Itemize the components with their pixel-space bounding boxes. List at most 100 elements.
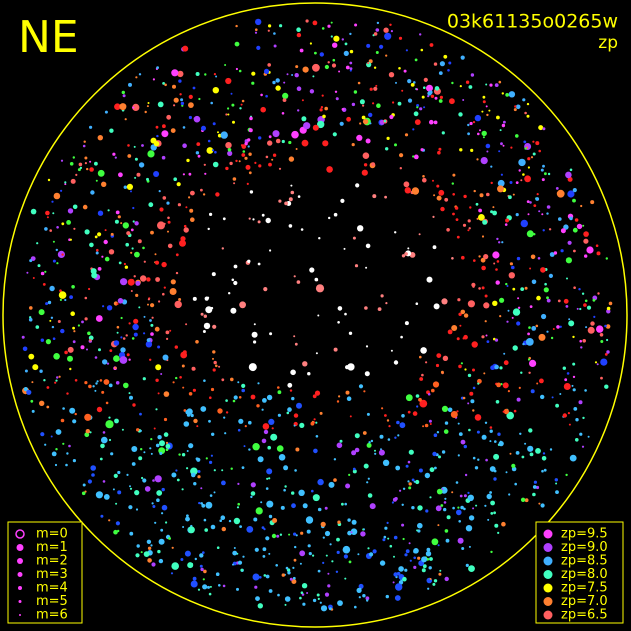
- star: [207, 585, 210, 589]
- star: [472, 507, 475, 510]
- star: [261, 408, 264, 411]
- star: [47, 178, 51, 182]
- star: [224, 432, 227, 435]
- star: [302, 602, 306, 606]
- star: [509, 181, 513, 184]
- star: [399, 167, 402, 170]
- star: [291, 579, 297, 584]
- star: [399, 489, 402, 492]
- star: [40, 338, 44, 342]
- star: [352, 467, 356, 471]
- star: [385, 147, 389, 151]
- star: [336, 442, 343, 449]
- star: [341, 502, 344, 506]
- star: [354, 605, 357, 609]
- star: [515, 451, 520, 455]
- star: [427, 392, 431, 396]
- star: [420, 347, 427, 354]
- star: [452, 173, 456, 177]
- star: [313, 418, 316, 421]
- star: [367, 493, 373, 498]
- star: [284, 201, 288, 206]
- star: [460, 55, 465, 60]
- star: [384, 32, 392, 40]
- star: [101, 436, 108, 444]
- star: [60, 328, 65, 334]
- star: [38, 309, 45, 316]
- star: [307, 544, 311, 548]
- star: [432, 381, 440, 388]
- star: [272, 80, 276, 85]
- star: [207, 296, 210, 299]
- star: [156, 134, 159, 138]
- star: [366, 43, 371, 48]
- star: [468, 515, 475, 521]
- star: [197, 154, 201, 158]
- star: [559, 325, 562, 328]
- star: [459, 85, 462, 88]
- star: [542, 127, 546, 131]
- star: [424, 423, 429, 428]
- star: [297, 195, 301, 198]
- star: [165, 448, 169, 452]
- star: [101, 390, 105, 394]
- star: [94, 356, 98, 359]
- star: [536, 382, 539, 385]
- star: [96, 380, 99, 383]
- star: [476, 158, 479, 161]
- star: [276, 445, 284, 452]
- star: [429, 43, 434, 47]
- star: [569, 216, 573, 221]
- star: [429, 578, 432, 580]
- star: [211, 272, 216, 277]
- star: [339, 439, 343, 443]
- star: [370, 439, 374, 443]
- star: [317, 120, 325, 129]
- star: [213, 73, 216, 76]
- star: [314, 51, 317, 55]
- star: [109, 128, 114, 133]
- star: [337, 321, 340, 324]
- star: [112, 152, 116, 156]
- star: [606, 338, 609, 342]
- star: [505, 282, 508, 286]
- magnitude-swatch: [15, 529, 25, 539]
- star: [98, 348, 101, 352]
- star: [286, 411, 290, 415]
- star: [123, 382, 129, 389]
- star: [150, 137, 157, 144]
- star: [119, 103, 127, 111]
- star: [181, 488, 184, 491]
- star: [527, 358, 531, 361]
- star: [91, 473, 95, 477]
- star: [569, 454, 577, 462]
- star: [62, 442, 65, 445]
- star: [433, 303, 440, 310]
- star: [574, 218, 579, 222]
- zp-label: zp=9.0: [561, 540, 608, 555]
- star: [291, 130, 299, 139]
- star: [458, 520, 462, 523]
- star: [126, 473, 129, 476]
- star: [414, 58, 418, 62]
- star: [494, 338, 499, 342]
- star: [309, 267, 315, 273]
- star: [454, 206, 459, 210]
- star: [520, 371, 523, 374]
- star: [481, 235, 485, 238]
- star: [213, 491, 216, 494]
- star: [404, 553, 408, 557]
- star: [217, 408, 223, 414]
- star: [505, 93, 510, 97]
- star: [332, 42, 338, 48]
- star: [293, 424, 296, 427]
- star: [162, 354, 169, 361]
- star: [378, 449, 385, 456]
- star: [464, 368, 467, 371]
- star: [492, 206, 495, 209]
- star: [204, 73, 207, 76]
- star: [500, 173, 503, 176]
- star: [606, 350, 610, 354]
- star: [157, 101, 164, 108]
- star: [474, 466, 479, 470]
